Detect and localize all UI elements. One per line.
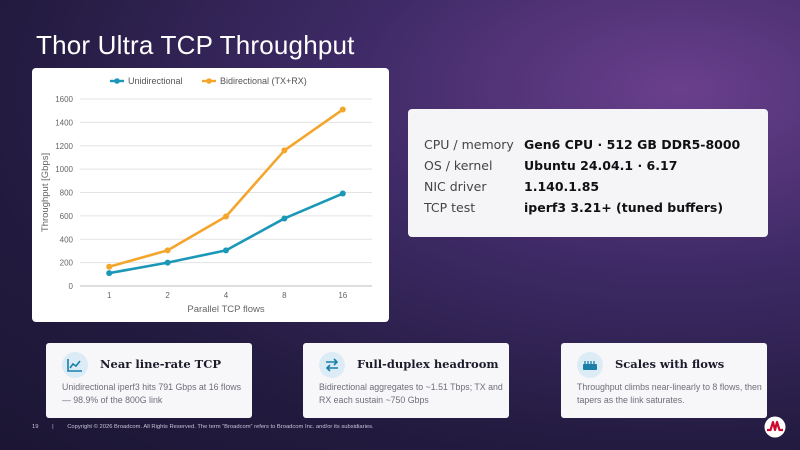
y-tick-label: 800 [60,189,74,198]
legend-label: Unidirectional [128,76,183,86]
y-tick-label: 400 [60,235,74,244]
data-point [223,247,229,254]
feature-title: Scales with flows [615,357,725,371]
broadcom-logo-icon [764,416,786,443]
y-tick-label: 1600 [55,95,73,104]
throughput-chart: 0 200 400 600 800 1000 1200 1400 1600 1 2 4 8 16 Paral… [40,76,372,315]
y-tick-label: 600 [60,212,74,221]
feature-description: Throughput climbs near-linearly to 8 flo… [577,382,762,405]
line-chart-icon [62,352,88,378]
x-tick-label: 16 [338,291,347,300]
feature-title: Near line-rate TCP [100,357,222,371]
feature-description: Bidirectional aggregates to ~1.51 Tbps; … [319,382,503,405]
config-value: Gen6 CPU · 512 GB DDR5-8000 [524,137,741,152]
data-point [281,147,288,154]
config-value: iperf3 3.21+ (tuned buffers) [524,200,724,215]
series-line [108,108,344,268]
data-point [223,213,229,220]
legend-marker [206,78,212,84]
x-tick-label: 8 [282,291,287,300]
data-point [339,106,346,113]
feature-card-scales: Scales with flows Throughput climbs near… [561,343,767,418]
config-key: NIC driver [424,179,487,194]
page-number: 19 [32,424,39,430]
y-tick-label: 1200 [55,142,73,151]
config-value: 1.140.1.85 [524,179,600,194]
system-config-card: CPU / memory Gen6 CPU · 512 GB DDR5-8000… [408,109,768,237]
bidirectional-arrows-icon [319,352,345,378]
feature-title: Full-duplex headroom [357,357,499,371]
data-point [339,190,346,197]
feature-card-line-rate: Near line-rate TCP Unidirectional iperf3… [46,343,252,418]
data-point [164,259,171,266]
config-value: Ubuntu 24.04.1 · 6.17 [524,158,678,173]
network-switch-icon [577,352,603,378]
chart-card: 0 200 400 600 800 1000 1200 1400 1600 1 2 4 8 16 Paral… [32,68,389,322]
footer: 19 | Copyright © 2026 Broadcom. All Righ… [32,424,386,430]
series-line [108,192,344,275]
y-tick-label: 1000 [55,165,73,174]
legend-label: Bidirectional (TX+RX) [220,76,307,86]
y-tick-label: 200 [60,259,74,268]
x-tick-label: 4 [224,291,229,300]
legend-marker [114,78,120,84]
config-key: OS / kernel [424,158,493,173]
feature-card-full-duplex: Full-duplex headroom Bidirectional aggre… [303,343,509,418]
data-point [164,247,171,254]
y-axis-label: Throughput [Gbps] [40,153,51,232]
x-tick-label: 1 [107,291,112,300]
feature-description: Unidirectional iperf3 hits 791 Gbps at 1… [62,382,241,405]
data-point [106,263,113,270]
x-axis-label: Parallel TCP flows [187,304,265,315]
config-key: TCP test [424,200,476,215]
slide-title: Thor Ultra TCP Throughput [36,30,355,60]
footer-separator: | [52,424,54,430]
y-tick-label: 0 [69,282,74,291]
copyright-text: Copyright © 2026 Broadcom. All Rights Re… [67,424,374,430]
y-tick-label: 1400 [55,118,73,127]
config-key: CPU / memory [424,137,514,152]
x-tick-label: 2 [165,291,170,300]
data-point [106,270,113,277]
data-point [281,215,288,222]
